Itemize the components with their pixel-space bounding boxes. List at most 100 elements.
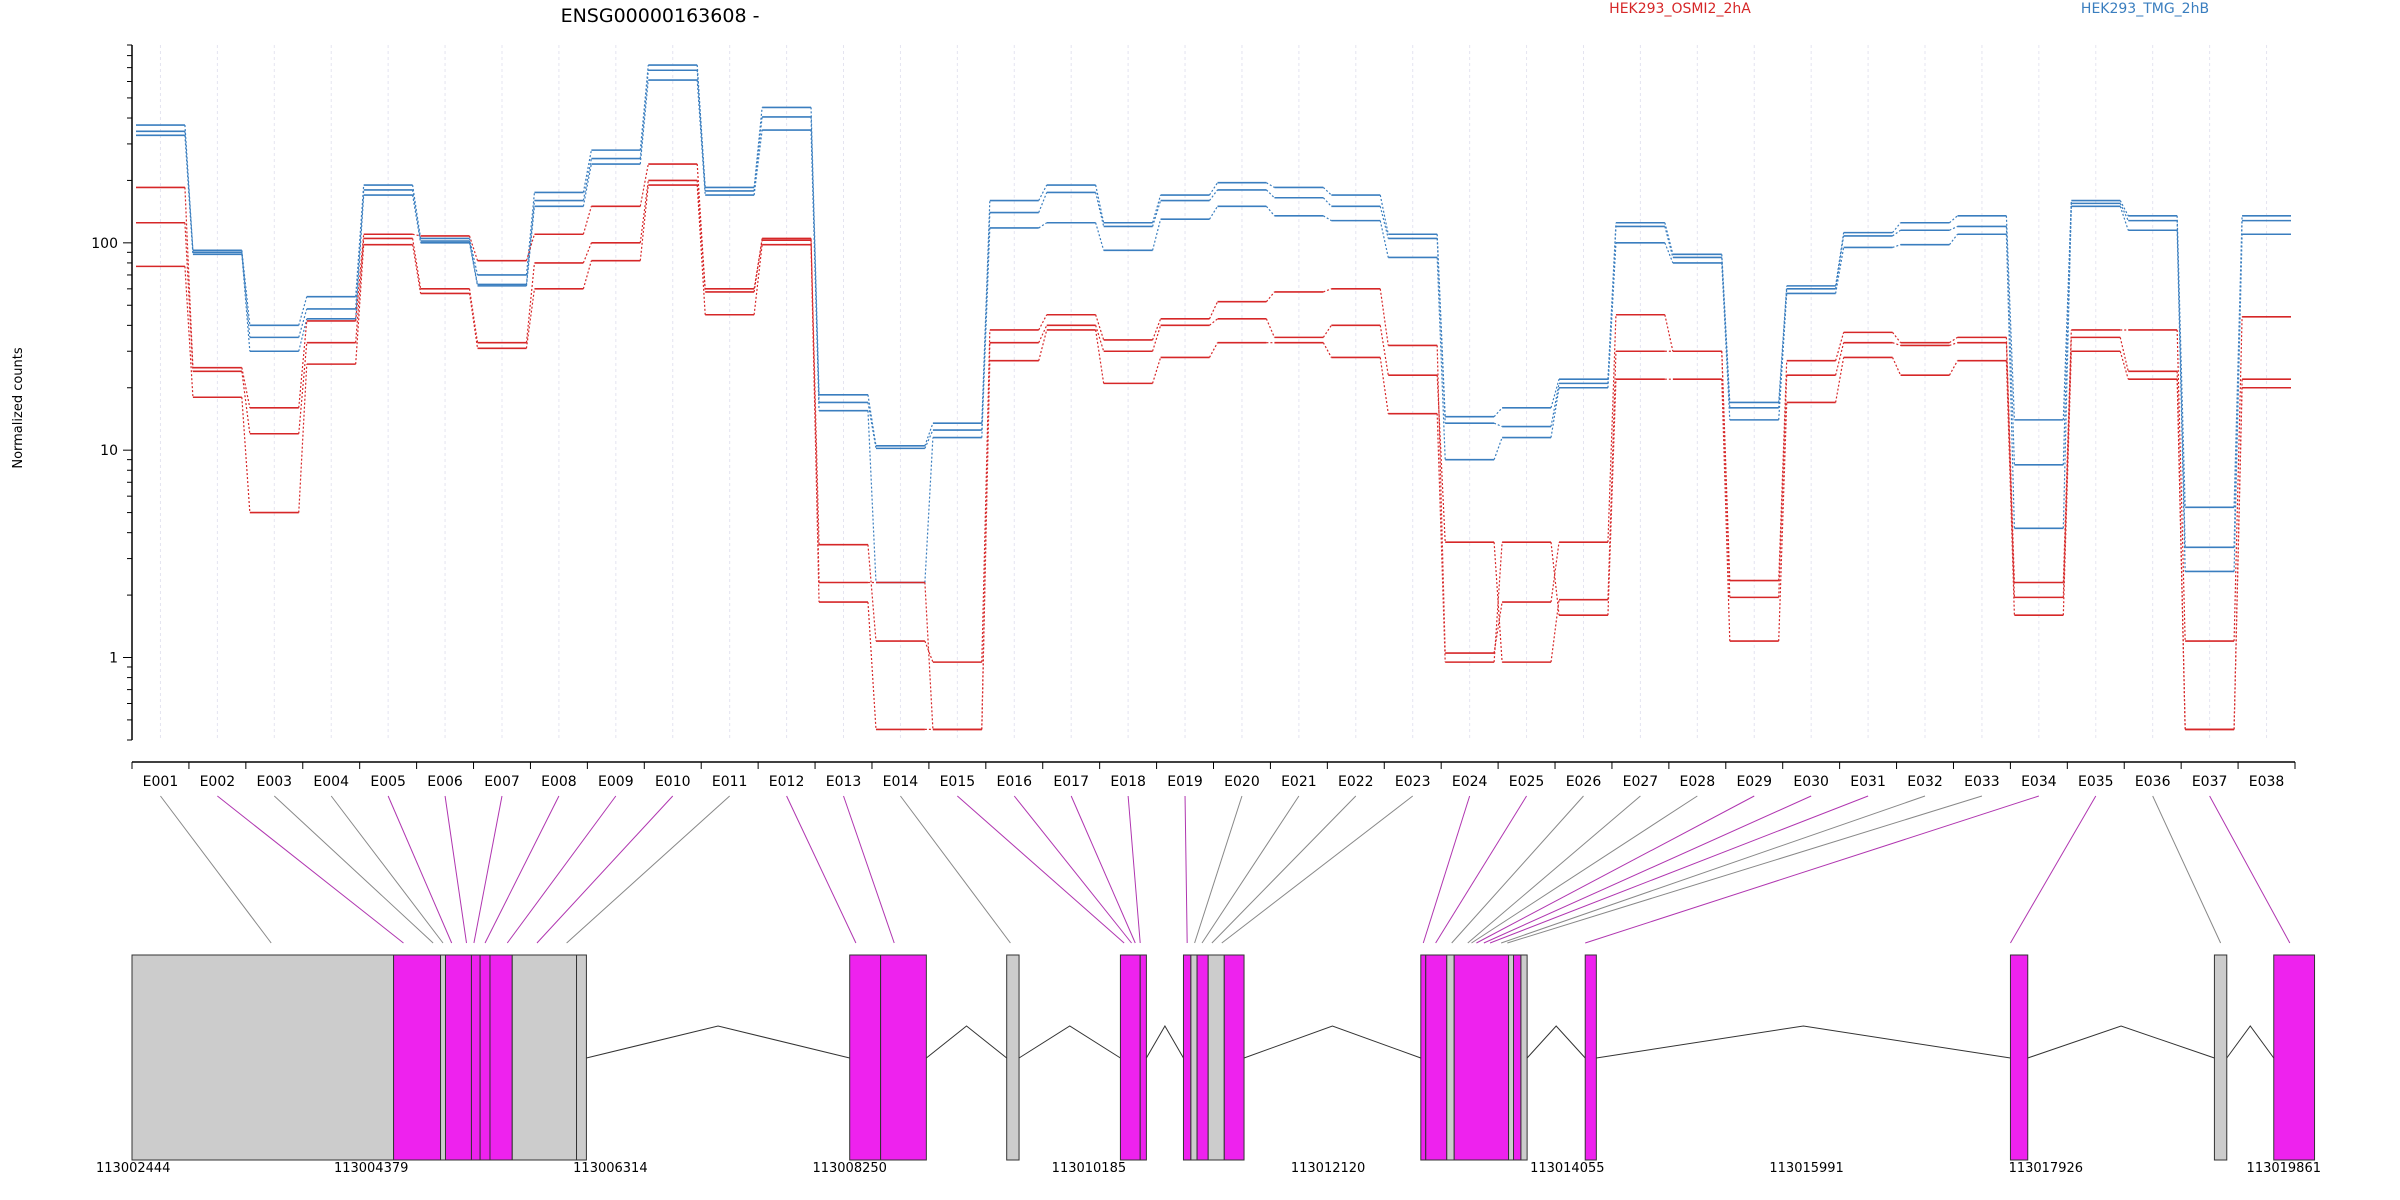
x-tick-label-E013: E013 [826, 774, 862, 790]
x-tick-label-E029: E029 [1736, 774, 1772, 790]
x-tick-label-E005: E005 [370, 774, 406, 790]
connector-E019 [1208, 206, 1219, 220]
connector-E027 [1664, 242, 1674, 264]
connector-E005 [412, 233, 421, 237]
connector-E009 [639, 79, 649, 165]
connector-E018 [1152, 200, 1162, 227]
connector-E030 [1835, 342, 1845, 376]
connector-E021 [1323, 288, 1332, 293]
chart-title: ENSG00000163608 - [561, 5, 760, 27]
connector-E003 [298, 296, 308, 326]
exon-link-E030 [1483, 795, 1812, 944]
connector-E020 [1266, 189, 1275, 199]
x-tick-label-E036: E036 [2135, 774, 2171, 790]
connector-E015 [981, 360, 991, 730]
connector-E028 [1721, 379, 1731, 642]
connector-E032 [1949, 342, 1958, 347]
exon-link-E019 [1184, 795, 1188, 944]
connector-E026 [1607, 226, 1617, 384]
connector-E033 [2005, 226, 2015, 465]
connector-E013 [867, 544, 877, 642]
connector-E034 [2062, 351, 2072, 616]
connector-E017 [1095, 192, 1105, 227]
exon-link-E036 [2152, 795, 2222, 944]
exon-link-E010 [536, 795, 674, 944]
connector-E013 [867, 602, 877, 730]
connector-E017 [1095, 329, 1105, 384]
connector-E020 [1266, 182, 1275, 188]
connector-E034 [2062, 337, 2072, 598]
intron-connector [926, 1025, 1008, 1059]
connector-E029 [1778, 402, 1788, 642]
connector-E001 [184, 124, 194, 251]
x-tick-label-E017: E017 [1053, 774, 1089, 790]
genomic-tick-label: 113002444 [96, 1161, 170, 1176]
connector-E031 [1892, 342, 1901, 347]
connector-E036 [2176, 220, 2186, 548]
connector-E002 [241, 397, 251, 513]
connector-E005 [412, 244, 422, 294]
connector-E026 [1607, 379, 1617, 616]
series-HEK293_TMG_2hB-0 [136, 64, 2291, 509]
genomic-tick-label: 113004379 [334, 1161, 408, 1176]
exon-link-E015 [957, 795, 1125, 944]
connector-E032 [1948, 360, 1958, 376]
connector-E022 [1379, 288, 1389, 346]
connector-E026 [1607, 314, 1617, 543]
connector-E006 [468, 242, 479, 286]
x-tick-label-E034: E034 [2021, 774, 2057, 790]
connector-E021 [1323, 215, 1332, 222]
connector-E033 [2005, 360, 2015, 616]
connector-E006 [468, 288, 479, 343]
exon-link-E016 [1013, 795, 1132, 944]
connector-E002 [241, 367, 251, 408]
exon-block [444, 954, 472, 1161]
connector-E032 [1949, 336, 1958, 344]
exon-link-lines [160, 795, 2291, 944]
connector-E005 [412, 238, 422, 289]
exon-link-E007 [473, 795, 503, 944]
connector-E030 [1835, 232, 1845, 286]
x-tick-label-E008: E008 [541, 774, 577, 790]
connector-E005 [412, 194, 422, 243]
genomic-tick-label: 113008250 [812, 1161, 886, 1176]
connector-E010 [696, 79, 706, 196]
connector-E013 [867, 402, 877, 449]
connector-E037 [2233, 387, 2243, 730]
series-HEK293_TMG_2hB-2 [136, 79, 2291, 584]
exon-link-E003 [273, 795, 434, 944]
connector-E024 [1493, 422, 1503, 428]
gene-model [131, 954, 2316, 1161]
exon-block [1513, 954, 1522, 1161]
x-tick-label-E007: E007 [484, 774, 520, 790]
x-tick-label-E028: E028 [1680, 774, 1716, 790]
connector-E020 [1265, 291, 1275, 303]
exon-link-E029 [1476, 795, 1755, 944]
x-tick-label-E001: E001 [143, 774, 179, 790]
connector-E001 [184, 222, 194, 372]
exon-link-E018 [1127, 795, 1141, 944]
exon-block [1520, 954, 1528, 1161]
connector-E013 [867, 394, 877, 446]
genomic-tick-label: 113006314 [573, 1161, 647, 1176]
x-tick-label-E011: E011 [712, 774, 748, 790]
intron-connector [586, 1025, 850, 1059]
exon-link-E026 [1451, 795, 1584, 944]
connector-E022 [1379, 206, 1389, 239]
connector-E025 [1550, 599, 1560, 663]
exon-link-E004 [330, 795, 444, 944]
connector-E007 [525, 192, 536, 276]
legend-entry-tmg: HEK293_TMG_2hB [2081, 1, 2209, 17]
exon-block [1223, 954, 1245, 1161]
connector-E018 [1152, 194, 1162, 223]
vertical-gridlines [159, 45, 2268, 740]
y-axis-label: Normalized counts [11, 347, 26, 469]
connector-E019 [1209, 318, 1218, 326]
connector-E031 [1892, 331, 1902, 344]
connector-E010 [696, 70, 706, 191]
intron-connector [1145, 1025, 1184, 1059]
exon-block [511, 954, 578, 1161]
connector-E011 [753, 240, 763, 289]
connector-E029 [1778, 293, 1788, 420]
x-tick-label-E022: E022 [1338, 774, 1374, 790]
